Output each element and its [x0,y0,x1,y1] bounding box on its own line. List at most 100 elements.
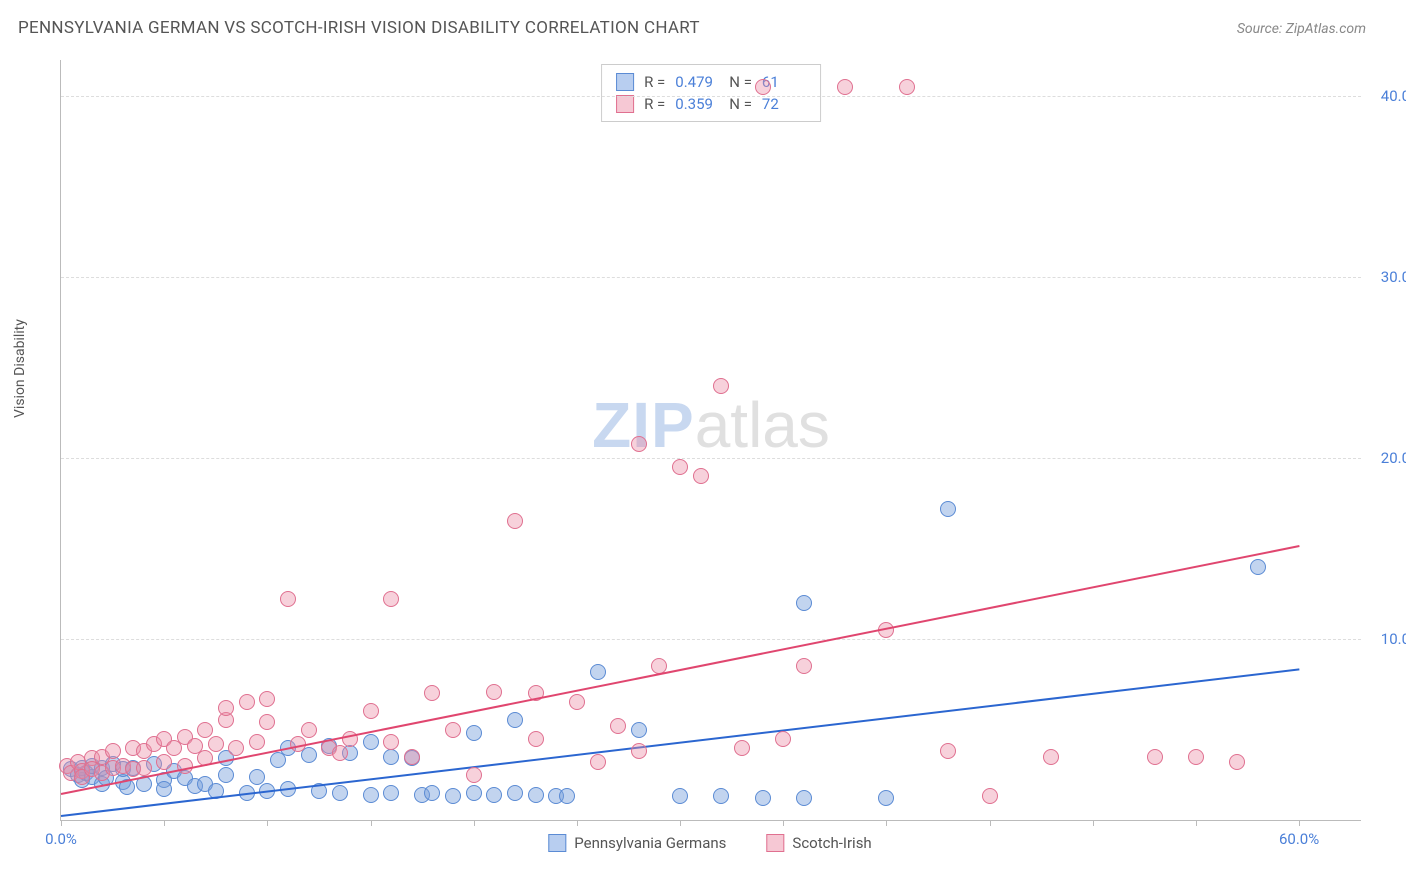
legend-swatch [616,73,634,91]
scatter-point [940,501,956,517]
gridline [61,96,1361,97]
scatter-point [693,468,709,484]
x-tick [886,820,887,826]
scatter-point [332,745,348,761]
legend-swatch [616,95,634,113]
scatter-point [383,734,399,750]
scatter-point [363,703,379,719]
scatter-point [280,591,296,607]
chart-header: PENNSYLVANIA GERMAN VS SCOTCH-IRISH VISI… [0,0,1406,48]
scatter-point [136,760,152,776]
scatter-point [383,591,399,607]
x-tick [474,820,475,826]
legend-label: Scotch-Irish [792,834,871,852]
scatter-point [631,743,647,759]
scatter-point [445,722,461,738]
source-attribution: Source: ZipAtlas.com [1237,21,1366,37]
stats-row: R =0.479N =61 [616,71,806,93]
trend-line [61,545,1299,795]
plot-region: ZIPatlas R =0.479N =61R =0.359N =72 10.0… [60,60,1361,821]
scatter-point [363,787,379,803]
legend-item: Pennsylvania Germans [548,834,726,852]
scatter-point [105,743,121,759]
stat-r-label: R = [644,95,665,113]
scatter-point [1229,754,1245,770]
scatter-point [796,658,812,674]
x-tick-label: 0.0% [45,830,77,848]
scatter-point [755,79,771,95]
scatter-point [208,736,224,752]
scatter-point [796,790,812,806]
series-legend: Pennsylvania Germans Scotch-Irish [548,834,871,852]
scatter-point [259,714,275,730]
scatter-point [486,787,502,803]
scatter-point [301,722,317,738]
x-tick [1196,820,1197,826]
scatter-point [837,79,853,95]
scatter-point [734,740,750,756]
x-tick [783,820,784,826]
scatter-point [466,725,482,741]
stat-r-value: 0.479 [675,73,719,91]
stat-r-value: 0.359 [675,95,719,113]
scatter-point [775,731,791,747]
scatter-point [466,767,482,783]
scatter-point [424,685,440,701]
legend-swatch [548,834,566,852]
x-tick [680,820,681,826]
scatter-point [590,754,606,770]
scatter-point [631,436,647,452]
scatter-point [218,767,234,783]
y-tick-label: 10.0% [1366,630,1406,648]
scatter-point [156,754,172,770]
scatter-point [1147,749,1163,765]
scatter-point [878,790,894,806]
gridline [61,458,1361,459]
y-tick-label: 40.0% [1366,87,1406,105]
scatter-point [610,718,626,734]
legend-item: Scotch-Irish [766,834,871,852]
x-tick [577,820,578,826]
scatter-point [1250,559,1266,575]
scatter-point [249,734,265,750]
scatter-point [590,664,606,680]
scatter-point [404,749,420,765]
scatter-point [1188,749,1204,765]
x-tick [1299,820,1300,826]
scatter-point [466,785,482,801]
scatter-point [982,788,998,804]
y-axis-label: Vision Disability [12,319,28,418]
x-tick [990,820,991,826]
scatter-point [259,691,275,707]
gridline [61,277,1361,278]
stat-n-value: 72 [762,95,806,113]
scatter-point [528,787,544,803]
stat-n-label: N = [729,73,752,91]
y-tick-label: 20.0% [1366,449,1406,467]
x-tick [267,820,268,826]
legend-label: Pennsylvania Germans [574,834,726,852]
scatter-point [383,749,399,765]
scatter-point [249,769,265,785]
scatter-point [672,788,688,804]
x-tick [61,820,62,826]
scatter-point [197,722,213,738]
gridline [61,639,1361,640]
x-tick [1093,820,1094,826]
scatter-point [156,781,172,797]
scatter-point [507,513,523,529]
scatter-point [672,459,688,475]
scatter-point [228,740,244,756]
scatter-point [528,731,544,747]
x-tick [371,820,372,826]
scatter-point [424,785,440,801]
scatter-point [940,743,956,759]
scatter-point [796,595,812,611]
scatter-point [559,788,575,804]
scatter-point [445,788,461,804]
chart-area: Vision Disability ZIPatlas R =0.479N =61… [60,60,1360,820]
stats-legend-box: R =0.479N =61R =0.359N =72 [601,64,821,122]
scatter-point [899,79,915,95]
scatter-point [383,785,399,801]
scatter-point [755,790,771,806]
